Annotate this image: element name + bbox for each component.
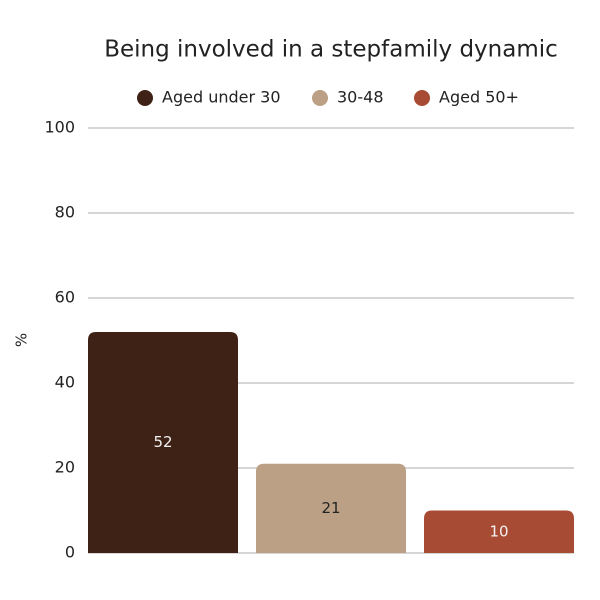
y-axis-label: % bbox=[13, 333, 31, 347]
legend-label: 30-48 bbox=[337, 88, 384, 107]
bar bbox=[256, 463, 406, 553]
bar bbox=[88, 332, 238, 553]
y-tick-label: 40 bbox=[55, 373, 75, 392]
bar bbox=[424, 510, 574, 553]
data-label: 10 bbox=[489, 522, 508, 540]
data-label: 21 bbox=[321, 499, 340, 517]
legend-label: Aged under 30 bbox=[162, 88, 281, 107]
legend-label: Aged 50+ bbox=[439, 88, 519, 107]
y-tick-label: 60 bbox=[55, 288, 75, 307]
y-tick-label: 100 bbox=[44, 118, 75, 137]
y-tick-label: 80 bbox=[55, 203, 75, 222]
data-label: 52 bbox=[153, 433, 172, 451]
legend-marker bbox=[414, 90, 430, 106]
y-tick-label: 0 bbox=[65, 543, 75, 562]
legend-marker bbox=[137, 90, 153, 106]
legend-marker bbox=[312, 90, 328, 106]
y-tick-label: 20 bbox=[55, 458, 75, 477]
chart-title: Being involved in a stepfamily dynamic bbox=[104, 37, 558, 63]
